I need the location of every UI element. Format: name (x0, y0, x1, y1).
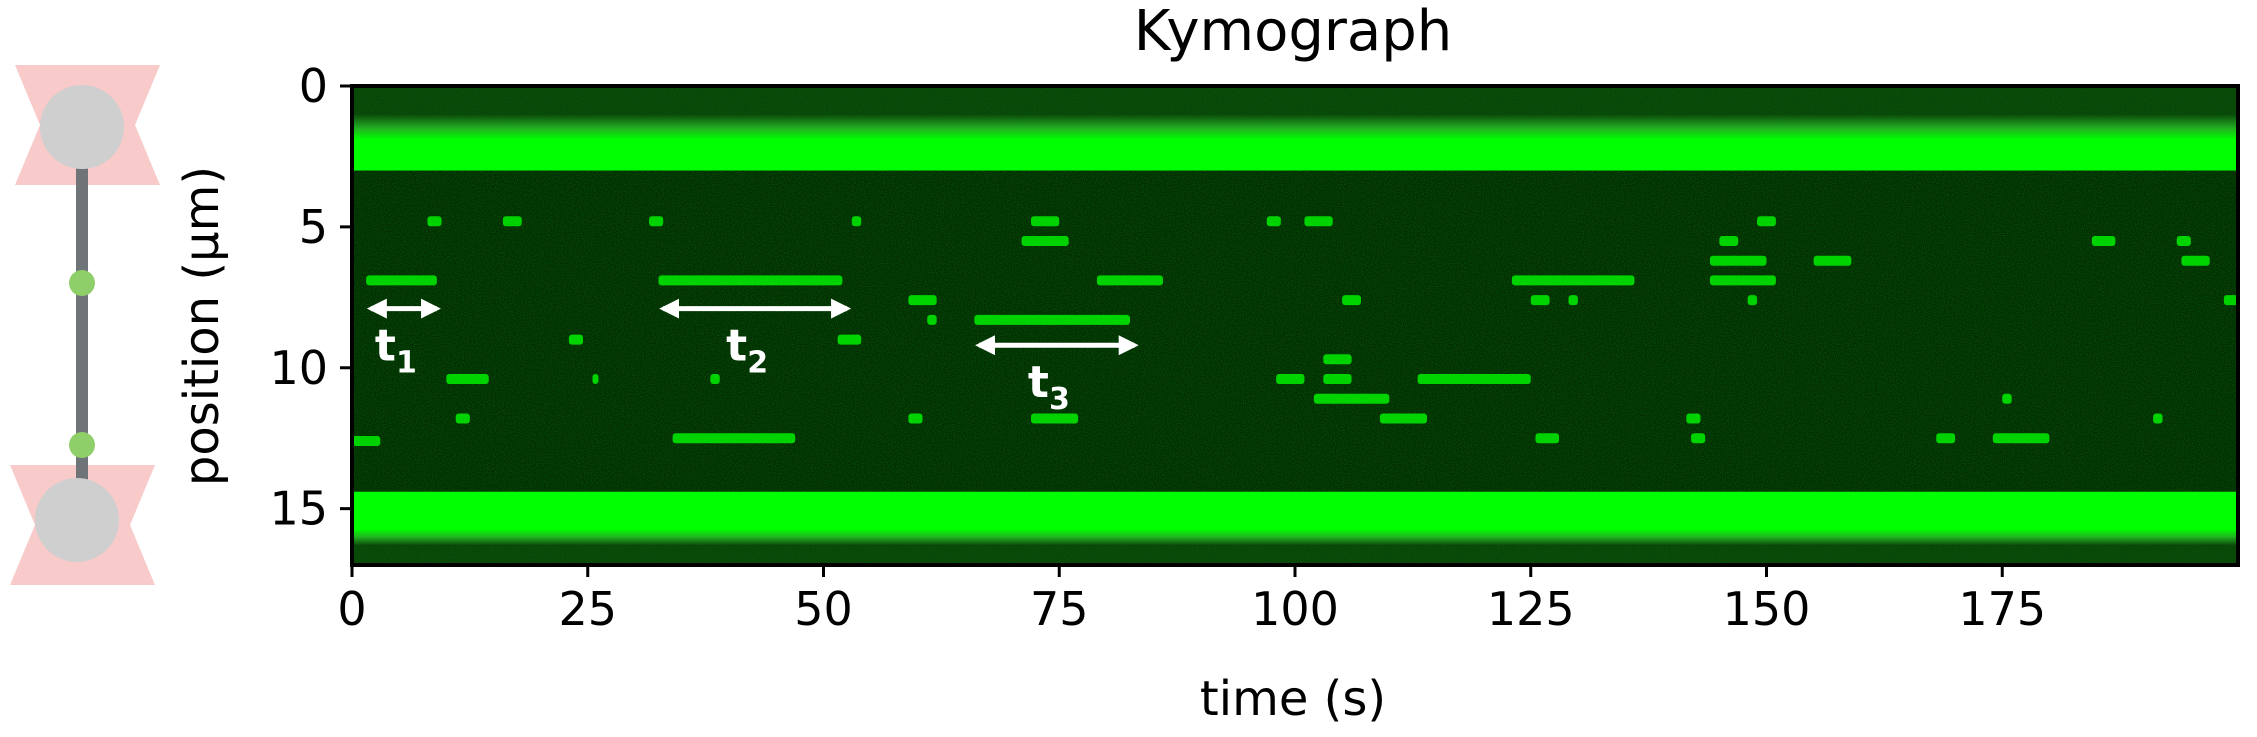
binding-event (1096, 275, 1163, 286)
binding-event (366, 275, 437, 286)
binding-event (352, 436, 381, 447)
binding-event (2181, 255, 2210, 266)
binding-event (1417, 374, 1531, 385)
y-tick-label: 15 (269, 482, 328, 536)
y-tick-label: 5 (299, 200, 328, 254)
binding-event (974, 314, 1130, 325)
binding-event (502, 216, 522, 227)
x-tick-label: 75 (1030, 582, 1089, 636)
bright-band (352, 114, 2238, 171)
y-axis-label: position (μm) (174, 166, 230, 486)
tether-schematic (10, 65, 160, 585)
band-halo (352, 545, 2238, 565)
binding-event (592, 374, 599, 385)
binding-event (1568, 295, 1578, 306)
binding-event (1304, 216, 1333, 227)
binding-event (1992, 433, 2050, 444)
binding-event (1313, 393, 1390, 404)
dwell-time-label: t2 (726, 321, 768, 381)
binding-event (649, 216, 664, 227)
binding-event (2002, 393, 2012, 404)
y-axis: 0 5 10 15 (269, 59, 352, 536)
binding-event (1719, 235, 1739, 246)
binding-event (568, 334, 584, 345)
y-tick-label: 10 (269, 341, 328, 395)
binding-events (352, 216, 2238, 447)
binding-event (1266, 216, 1281, 227)
binding-event (1709, 275, 1776, 286)
binding-event (1030, 413, 1079, 424)
bound-protein-marker (69, 270, 95, 296)
binding-event (908, 413, 923, 424)
binding-event (1936, 433, 1956, 444)
binding-event (1686, 413, 1701, 424)
binding-event (927, 314, 937, 325)
dna-tether (76, 120, 88, 530)
binding-event (837, 334, 862, 345)
binding-event (2153, 413, 2163, 424)
binding-event (446, 374, 489, 385)
binding-event (1030, 216, 1060, 227)
binding-event (1709, 255, 1767, 266)
x-tick-label: 175 (1958, 582, 2046, 636)
binding-event (1691, 433, 1706, 444)
binding-event (1530, 295, 1550, 306)
x-tick-label: 0 (337, 582, 366, 636)
binding-event (1747, 295, 1758, 306)
binding-event (427, 216, 442, 227)
binding-event (908, 295, 937, 306)
binding-event (1342, 295, 1362, 306)
binding-event (1379, 413, 1428, 424)
x-tick-label: 100 (1251, 582, 1339, 636)
x-tick-label: 50 (794, 582, 853, 636)
binding-event (710, 374, 720, 385)
plot-area: t1 t2 t3 (350, 84, 2240, 567)
bead-bottom (35, 478, 119, 562)
binding-event (851, 216, 862, 227)
bound-protein-marker (69, 432, 95, 458)
binding-event (1535, 433, 1560, 444)
x-tick-label: 150 (1723, 582, 1811, 636)
x-axis-label: time (s) (1200, 671, 1386, 727)
binding-event (455, 413, 470, 424)
bright-bands (352, 86, 2238, 565)
chart-title: Kymograph (1134, 0, 1453, 64)
x-tick-label: 25 (558, 582, 617, 636)
binding-event (1813, 255, 1852, 266)
x-tick-label: 125 (1487, 582, 1575, 636)
binding-event (672, 433, 796, 444)
band-halo (352, 86, 2238, 115)
binding-event (1276, 374, 1305, 385)
y-tick-label: 0 (299, 59, 328, 113)
x-axis: 0 25 50 75 100 125 150 175 (337, 565, 2046, 636)
binding-event (1323, 374, 1352, 385)
bead-top (40, 85, 124, 169)
binding-event (1511, 275, 1635, 286)
binding-event (658, 275, 843, 286)
binding-event (1021, 235, 1069, 246)
binding-event (2091, 235, 2116, 246)
binding-event (2223, 295, 2238, 306)
binding-event (2176, 235, 2191, 246)
binding-event (1757, 216, 1776, 227)
binding-event (1323, 354, 1352, 365)
bright-band (352, 491, 2238, 546)
